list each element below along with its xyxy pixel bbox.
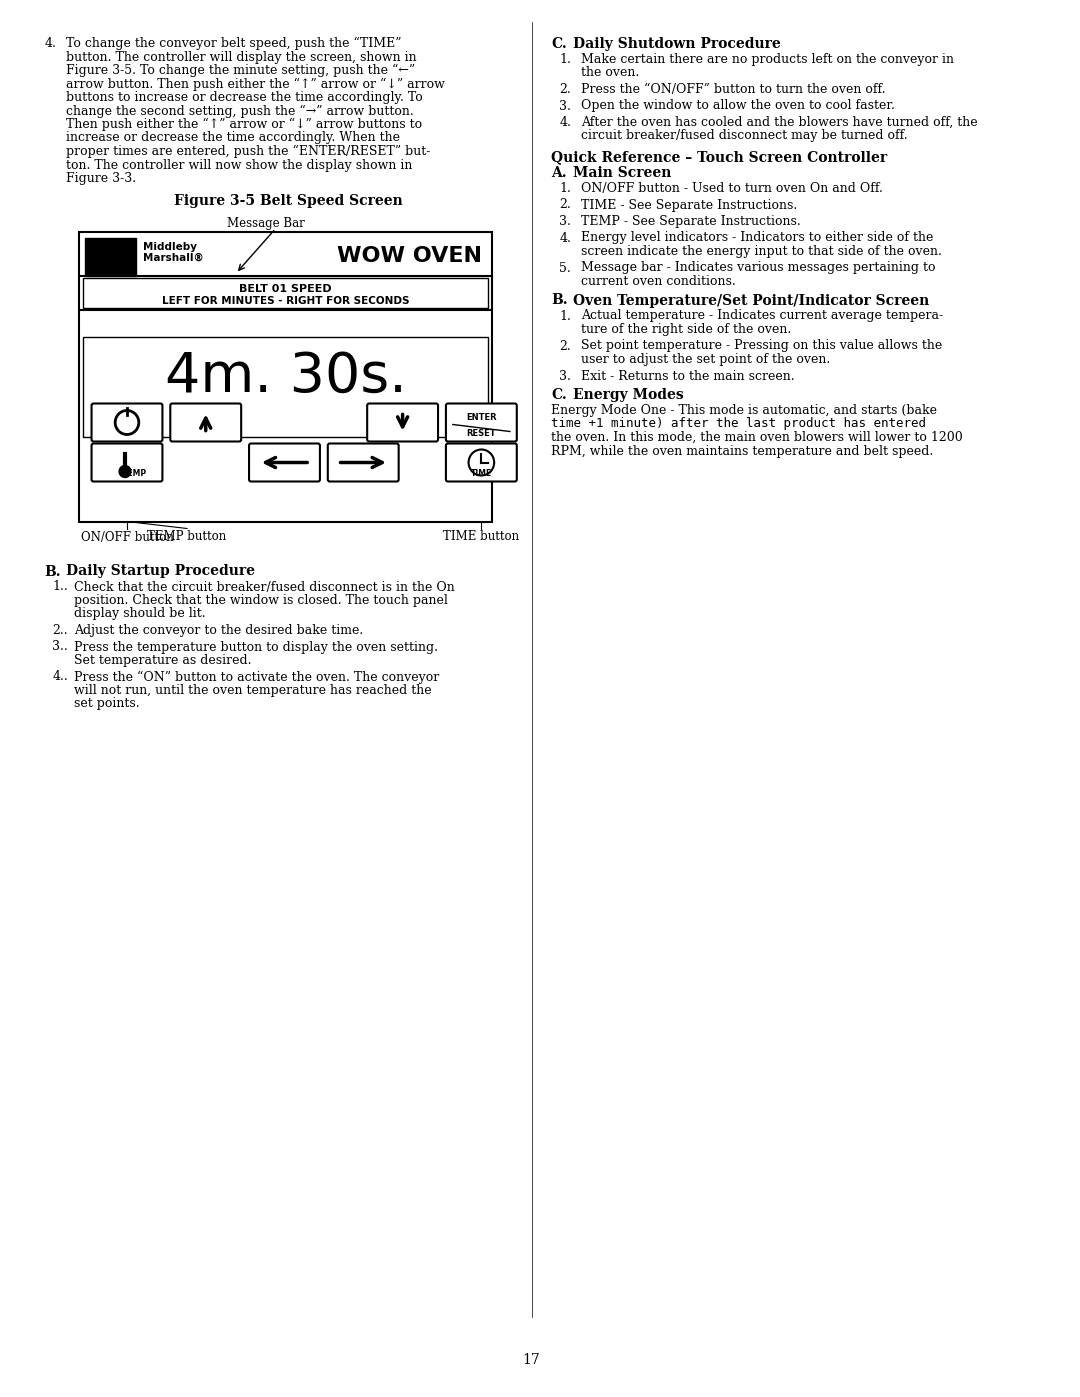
- Text: TEMP button: TEMP button: [147, 531, 227, 543]
- Text: A.: A.: [551, 166, 567, 180]
- Text: Set point temperature - Pressing on this value allows the: Set point temperature - Pressing on this…: [581, 339, 942, 352]
- Text: Middleby: Middleby: [143, 242, 197, 251]
- Text: TIME - See Separate Instructions.: TIME - See Separate Instructions.: [581, 198, 797, 211]
- Text: BELT 01 SPEED: BELT 01 SPEED: [239, 284, 332, 293]
- Text: Marshall®: Marshall®: [143, 253, 203, 263]
- Text: RPM, while the oven maintains temperature and belt speed.: RPM, while the oven maintains temperatur…: [551, 444, 933, 457]
- Text: 2.: 2.: [559, 198, 571, 211]
- Text: 2..: 2..: [52, 624, 68, 637]
- Text: position. Check that the window is closed. The touch panel: position. Check that the window is close…: [73, 594, 448, 608]
- Text: ON/OFF button: ON/OFF button: [81, 531, 174, 543]
- Bar: [79, 232, 492, 521]
- FancyBboxPatch shape: [367, 404, 438, 441]
- Text: 3.: 3.: [559, 99, 571, 113]
- Text: will not run, until the oven temperature has reached the: will not run, until the oven temperature…: [73, 685, 431, 697]
- Text: 2.: 2.: [559, 82, 571, 96]
- Text: 5.: 5.: [559, 261, 571, 274]
- Text: Actual temperature - Indicates current average tempera-: Actual temperature - Indicates current a…: [581, 310, 943, 323]
- Text: To change the conveyor belt speed, push the “TIME”: To change the conveyor belt speed, push …: [66, 36, 402, 50]
- Text: current oven conditions.: current oven conditions.: [581, 275, 735, 288]
- Text: RESET: RESET: [467, 429, 496, 437]
- Bar: [83, 278, 488, 307]
- FancyBboxPatch shape: [92, 404, 162, 441]
- Text: After the oven has cooled and the blowers have turned off, the: After the oven has cooled and the blower…: [581, 116, 977, 129]
- Text: Check that the circuit breaker/fused disconnect is in the On: Check that the circuit breaker/fused dis…: [73, 581, 455, 594]
- FancyBboxPatch shape: [328, 443, 399, 482]
- Text: 3..: 3..: [52, 640, 68, 654]
- Text: TEMP - See Separate Instructions.: TEMP - See Separate Instructions.: [581, 215, 800, 228]
- Text: 4.: 4.: [44, 36, 56, 50]
- Text: button. The controller will display the screen, shown in: button. The controller will display the …: [66, 50, 417, 63]
- Text: Press the “ON” button to activate the oven. The conveyor: Press the “ON” button to activate the ov…: [73, 671, 440, 683]
- Text: Open the window to allow the oven to cool faster.: Open the window to allow the oven to coo…: [581, 99, 894, 113]
- Text: ON/OFF button - Used to turn oven On and Off.: ON/OFF button - Used to turn oven On and…: [581, 182, 882, 196]
- Text: ton. The controller will now show the display shown in: ton. The controller will now show the di…: [66, 158, 413, 172]
- Text: display should be lit.: display should be lit.: [73, 608, 205, 620]
- FancyBboxPatch shape: [249, 443, 320, 482]
- FancyBboxPatch shape: [171, 404, 241, 441]
- Text: the oven.: the oven.: [581, 67, 639, 80]
- Text: C.: C.: [551, 36, 567, 52]
- FancyBboxPatch shape: [446, 443, 517, 482]
- Text: Figure 3-5. To change the minute setting, push the “←”: Figure 3-5. To change the minute setting…: [66, 64, 415, 77]
- Circle shape: [119, 465, 131, 478]
- FancyBboxPatch shape: [446, 404, 517, 441]
- Text: LEFT FOR MINUTES - RIGHT FOR SECONDS: LEFT FOR MINUTES - RIGHT FOR SECONDS: [162, 296, 409, 306]
- Bar: [84, 237, 136, 275]
- Text: WOW OVEN: WOW OVEN: [337, 246, 483, 265]
- Text: 4.: 4.: [559, 116, 571, 129]
- Text: C.: C.: [551, 388, 567, 402]
- Text: 1.: 1.: [559, 53, 571, 66]
- Text: Message bar - Indicates various messages pertaining to: Message bar - Indicates various messages…: [581, 261, 935, 274]
- Text: ture of the right side of the oven.: ture of the right side of the oven.: [581, 323, 791, 337]
- Text: B.: B.: [44, 564, 60, 578]
- Text: 1..: 1..: [52, 581, 68, 594]
- Text: TIME button: TIME button: [443, 531, 519, 543]
- Text: Quick Reference – Touch Screen Controller: Quick Reference – Touch Screen Controlle…: [551, 149, 888, 163]
- Text: Energy level indicators - Indicators to either side of the: Energy level indicators - Indicators to …: [581, 232, 933, 244]
- Text: TIME: TIME: [471, 469, 492, 479]
- Text: TEMP: TEMP: [123, 468, 147, 478]
- Text: change the second setting, push the “→” arrow button.: change the second setting, push the “→” …: [66, 105, 414, 117]
- Text: Energy Modes: Energy Modes: [572, 388, 684, 402]
- Text: Figure 3-5 Belt Speed Screen: Figure 3-5 Belt Speed Screen: [174, 194, 403, 208]
- Text: arrow button. Then push either the “↑” arrow or “↓” arrow: arrow button. Then push either the “↑” a…: [66, 77, 445, 91]
- Text: 3.: 3.: [559, 215, 571, 228]
- Text: Press the “ON/OFF” button to turn the oven off.: Press the “ON/OFF” button to turn the ov…: [581, 82, 886, 96]
- Text: increase or decrease the time accordingly. When the: increase or decrease the time accordingl…: [66, 131, 400, 144]
- Text: proper times are entered, push the “ENTER/RESET” but-: proper times are entered, push the “ENTE…: [66, 145, 430, 158]
- Text: screen indicate the energy input to that side of the oven.: screen indicate the energy input to that…: [581, 244, 942, 258]
- Text: Adjust the conveyor to the desired bake time.: Adjust the conveyor to the desired bake …: [73, 624, 363, 637]
- Text: 1.: 1.: [559, 310, 571, 323]
- Text: Message Bar: Message Bar: [227, 217, 305, 229]
- Text: Set temperature as desired.: Set temperature as desired.: [73, 654, 252, 666]
- Text: 17: 17: [523, 1354, 540, 1368]
- Text: set points.: set points.: [73, 697, 139, 711]
- Text: 4m. 30s.: 4m. 30s.: [164, 349, 406, 404]
- Text: buttons to increase or decrease the time accordingly. To: buttons to increase or decrease the time…: [66, 91, 422, 103]
- Text: Oven Temperature/Set Point/Indicator Screen: Oven Temperature/Set Point/Indicator Scr…: [572, 293, 929, 307]
- Text: 4..: 4..: [52, 671, 68, 683]
- Text: Exit - Returns to the main screen.: Exit - Returns to the main screen.: [581, 369, 795, 383]
- Text: Main Screen: Main Screen: [572, 166, 672, 180]
- Text: circuit breaker/fused disconnect may be turned off.: circuit breaker/fused disconnect may be …: [581, 130, 907, 142]
- Text: Energy Mode One - This mode is automatic, and starts (bake: Energy Mode One - This mode is automatic…: [551, 404, 937, 416]
- Text: 3.: 3.: [559, 369, 571, 383]
- FancyBboxPatch shape: [92, 443, 162, 482]
- Text: 2.: 2.: [559, 339, 571, 352]
- Text: Then push either the “↑” arrow or “↓” arrow buttons to: Then push either the “↑” arrow or “↓” ar…: [66, 117, 422, 131]
- Text: B.: B.: [551, 293, 568, 307]
- Text: Make certain there are no products left on the conveyor in: Make certain there are no products left …: [581, 53, 954, 66]
- Text: Figure 3-3.: Figure 3-3.: [66, 172, 136, 184]
- Text: Press the temperature button to display the oven setting.: Press the temperature button to display …: [73, 640, 437, 654]
- Text: 4.: 4.: [559, 232, 571, 244]
- Text: user to adjust the set point of the oven.: user to adjust the set point of the oven…: [581, 353, 831, 366]
- Text: 1.: 1.: [559, 182, 571, 196]
- Bar: [83, 337, 488, 436]
- Text: the oven. In this mode, the main oven blowers will lower to 1200: the oven. In this mode, the main oven bl…: [551, 432, 963, 444]
- Text: ENTER: ENTER: [467, 414, 497, 422]
- Text: Daily Startup Procedure: Daily Startup Procedure: [66, 564, 255, 578]
- Text: Daily Shutdown Procedure: Daily Shutdown Procedure: [572, 36, 781, 52]
- Text: time +1 minute) after the last product has entered: time +1 minute) after the last product h…: [551, 418, 927, 430]
